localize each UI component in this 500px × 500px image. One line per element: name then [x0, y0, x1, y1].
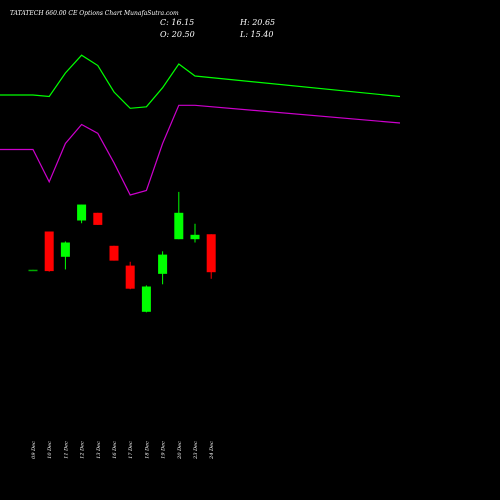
x-tick-label: 13 Dec: [96, 441, 102, 459]
candle-body: [125, 265, 135, 289]
candle-body: [44, 231, 54, 272]
high-value: H: 20.65: [239, 18, 275, 27]
open-value: O: 20.50: [160, 30, 195, 39]
chart-title: TATATECH 660.00 CE Options Chart MunafaS…: [10, 10, 179, 17]
upper-band-line: [0, 54, 401, 109]
candlestick-series: [28, 191, 216, 313]
x-tick-label: 18 Dec: [144, 441, 150, 459]
x-tick-label: 20 Dec: [177, 441, 183, 460]
lower-band-line: [0, 104, 401, 196]
low-value: L: 15.40: [239, 30, 273, 39]
close-value: C: 16.15: [160, 18, 194, 27]
candle-body: [109, 245, 119, 261]
candle-body: [77, 204, 87, 221]
candle-body: [174, 212, 184, 240]
x-tick-label: 19 Dec: [161, 441, 167, 459]
x-tick-label: 17 Dec: [128, 441, 134, 459]
candle-body: [158, 254, 168, 274]
candle-body: [206, 234, 216, 273]
x-tick-label: 16 Dec: [112, 441, 118, 459]
x-axis-labels: 09 Dec 10 Dec 11 Dec 12 Dec 13 Dec 16 Dec 17 D…: [31, 441, 215, 460]
x-tick-label: 11 Dec: [63, 441, 69, 459]
x-tick-label: 10 Dec: [47, 441, 53, 459]
x-tick-label: 12 Dec: [80, 441, 86, 459]
candle-body: [93, 212, 103, 225]
candle-body: [28, 269, 38, 272]
candle-body: [141, 286, 151, 312]
candle-body: [190, 234, 200, 240]
x-tick-label: 09 Dec: [31, 441, 37, 459]
candle-body: [60, 242, 70, 257]
x-tick-label: 23 Dec: [193, 441, 199, 460]
x-tick-label: 24 Dec: [209, 441, 215, 460]
